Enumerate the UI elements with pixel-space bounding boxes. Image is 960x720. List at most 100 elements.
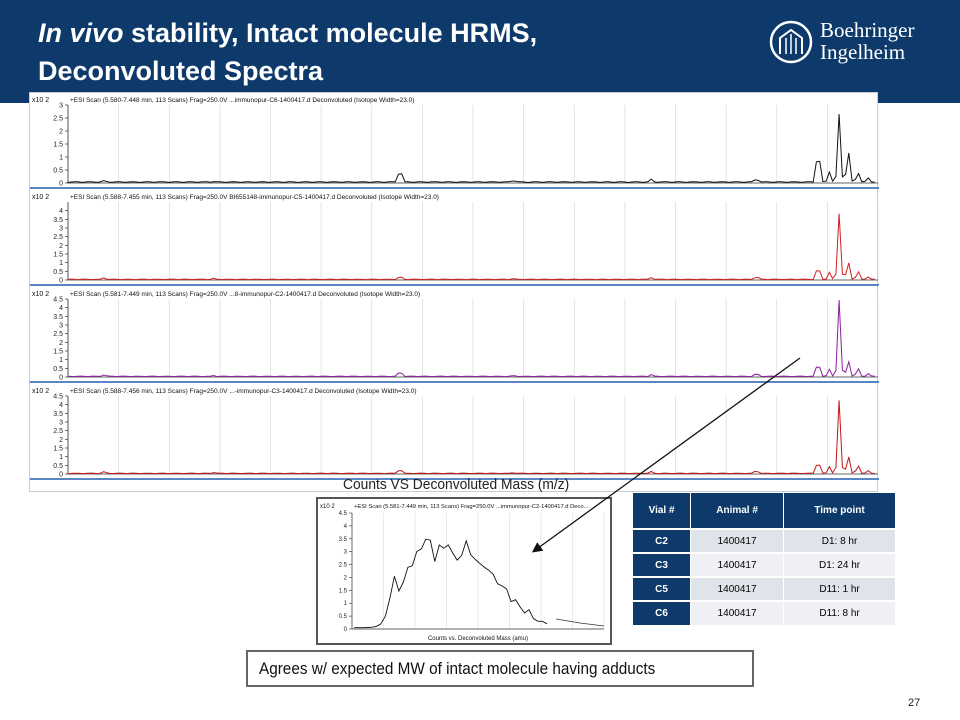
vial-cell: C2 [633,528,692,553]
inset-y-tick-label: 1 [344,601,348,607]
y-tick-label: 2 [59,129,63,136]
title-rest: stability, Intact molecule HRMS, [123,18,538,48]
spectrum-panel: 4.5 4 3.5 3 2.5 2 1.5 1 0.5 0 x10 2 +ESI Scan (5.58… [30,384,879,480]
y-tick-label: 4.5 [53,297,63,304]
inset-y-tick-label: 0.5 [339,614,348,620]
inset-y-tick-label: 4 [344,524,348,530]
y-tick-label: 2.5 [53,331,63,338]
x-axis-caption: Counts VS Deconvoluted Mass (m/z) [343,476,570,493]
spectrum-panel-svg: 3 2.5 2 1.5 1 0.5 0 x10 2 +ESI Scan (5.580-7.448… [32,97,879,188]
scale-label: x10 2 [32,388,49,395]
table-row: C5 1400417 D11: 1 hr [633,576,896,601]
y-tick-label: 1 [59,454,63,461]
y-tick-label: 0 [59,472,63,479]
panel-header: +ESI Scan (5.581-7.449 min, 113 Scans) F… [70,291,420,298]
time-cell: D1: 8 hr [783,528,896,553]
conclusion-text: Agrees w/ expected MW of intact molecule… [259,659,656,678]
inset-y-tick-label: 2.5 [339,563,348,569]
inset-y-tick-label: 3.5 [339,537,348,543]
y-tick-label: 1 [59,260,63,267]
scale-label: x10 2 [32,291,49,298]
spectrum-trace [67,299,875,378]
y-tick-label: 1 [59,357,63,364]
y-tick-label: 4 [59,402,63,409]
y-tick-label: 1.5 [53,252,63,259]
inset-scale-label: x10 2 [320,504,335,510]
y-tick-label: 3.5 [53,411,63,418]
y-tick-label: 0.5 [53,269,63,276]
y-tick-label: 4.5 [53,394,63,401]
inset-y-tick-label: 3 [344,550,348,556]
y-tick-label: 3 [59,103,63,110]
y-tick-label: 3.5 [53,314,63,321]
y-tick-label: 3 [59,323,63,330]
spectrum-panel-svg: 4.54 3.5 32.5 2 1.51 0.5 0 x10 2 +ESI Scan (5.58… [32,388,879,479]
y-tick-label: 0 [59,375,63,382]
col-header-time: Time point [783,493,896,529]
table-row: C3 1400417 D1: 24 hr [633,552,896,577]
inset-y-tick-label: 4.5 [339,511,348,517]
y-tick-label: 0 [59,181,63,188]
y-tick-label: 0.5 [53,463,63,470]
y-tick-label: 3 [59,420,63,427]
title-bar: In vivo stability, Intact molecule HRMS,… [0,0,960,103]
zoomed-spectrum-inset: 4.5 4 3.5 3 2.5 2 1.5 1 0.5 0 x10 2 +ESI Scan (5.58… [316,497,612,645]
table-row: C6 1400417 D11: 8 hr [633,600,896,625]
y-tick-label: 4 [59,208,63,215]
title-italic: In vivo [38,18,124,48]
col-header-vial: Vial # [633,493,692,529]
y-tick-label: 0.5 [53,168,63,175]
spectrum-panel-svg: 4.54 3.5 32.5 2 1.51 0.5 0 x10 2 +ESI Scan (5.58… [32,291,879,382]
logo-line-2: Ingelheim [820,40,906,64]
col-header-animal: Animal # [690,493,785,529]
time-cell: D11: 1 hr [783,576,896,601]
y-tick-label: 2 [59,243,63,250]
vial-cell: C6 [633,600,692,625]
scale-label: x10 2 [32,194,49,201]
title-line2: Deconvoluted Spectra [38,56,324,86]
logo-emblem-icon [769,20,813,64]
y-tick-label: 2 [59,437,63,444]
animal-cell: 1400417 [690,600,785,625]
animal-cell: 1400417 [690,576,785,601]
panel-header: +ESI Scan (5.588-7.455 min, 113 Scans) F… [70,194,439,201]
inset-y-tick-label: 2 [344,575,348,581]
conclusion-callout: Agrees w/ expected MW of intact molecule… [246,650,754,687]
page-number: 27 [908,697,921,709]
table-row: C2 1400417 D1: 8 hr [633,528,896,553]
logo-line-1: Boehringer [820,18,915,42]
y-tick-label: 4 [59,305,63,312]
y-tick-label: 1.5 [53,349,63,356]
vial-table: Vial # Animal # Time point C2 1400417 D1… [633,493,896,625]
vial-cell: C5 [633,576,692,601]
vial-cell: C3 [633,552,692,577]
y-tick-label: 2 [59,340,63,347]
animal-cell: 1400417 [690,552,785,577]
y-tick-label: 1.5 [53,142,63,149]
time-cell: D11: 8 hr [783,600,896,625]
y-tick-label: 2.5 [53,116,63,123]
slide-title: In vivo stability, Intact molecule HRMS,… [38,14,738,90]
panel-header: +ESI Scan (5.580-7.448 min, 113 Scans) F… [70,97,414,104]
stacked-spectra-chart: 3 2.5 2 1.5 1 0.5 0 x10 2 +ESI Scan (5.580-7.448… [29,92,879,492]
scale-label: x10 2 [32,97,49,104]
spectrum-panel: 3 2.5 2 1.5 1 0.5 0 x10 2 +ESI Scan (5.580-7.448… [30,93,879,189]
y-tick-label: 2.5 [53,428,63,435]
y-tick-label: 2.5 [53,234,63,241]
spectrum-panel: 4 3.5 3 2.5 2 1.5 1 0.5 0 x10 2 +ESI Scan (5.588-7… [30,190,879,286]
y-tick-label: 1.5 [53,446,63,453]
y-tick-label: 3.5 [53,217,63,224]
spectrum-trace [67,400,875,475]
inset-chart-svg: 4.5 4 3.5 3 2.5 2 1.5 1 0.5 0 x10 2 +ESI Scan (5.58… [320,504,605,642]
spectrum-trace [67,213,875,281]
y-tick-label: 0 [59,278,63,285]
spectrum-trace [67,114,875,184]
animal-cell: 1400417 [690,528,785,553]
panel-header: +ESI Scan (5.588-7.456 min, 113 Scans) F… [70,388,417,395]
inset-y-tick-label: 0 [344,627,348,633]
company-logo: Boehringer Ingelheim [768,18,948,68]
inset-header: +ESI Scan (5.581-7.449 min, 113 Scans) F… [354,504,589,510]
inset-x-label: Counts vs. Deconvoluted Mass (amu) [428,636,528,642]
inset-y-tick-label: 1.5 [339,588,348,594]
spectrum-panel: 4.5 4 3.5 3 2.5 2 1.5 1 0.5 0 x10 2 +ESI Scan (5.58… [30,287,879,383]
